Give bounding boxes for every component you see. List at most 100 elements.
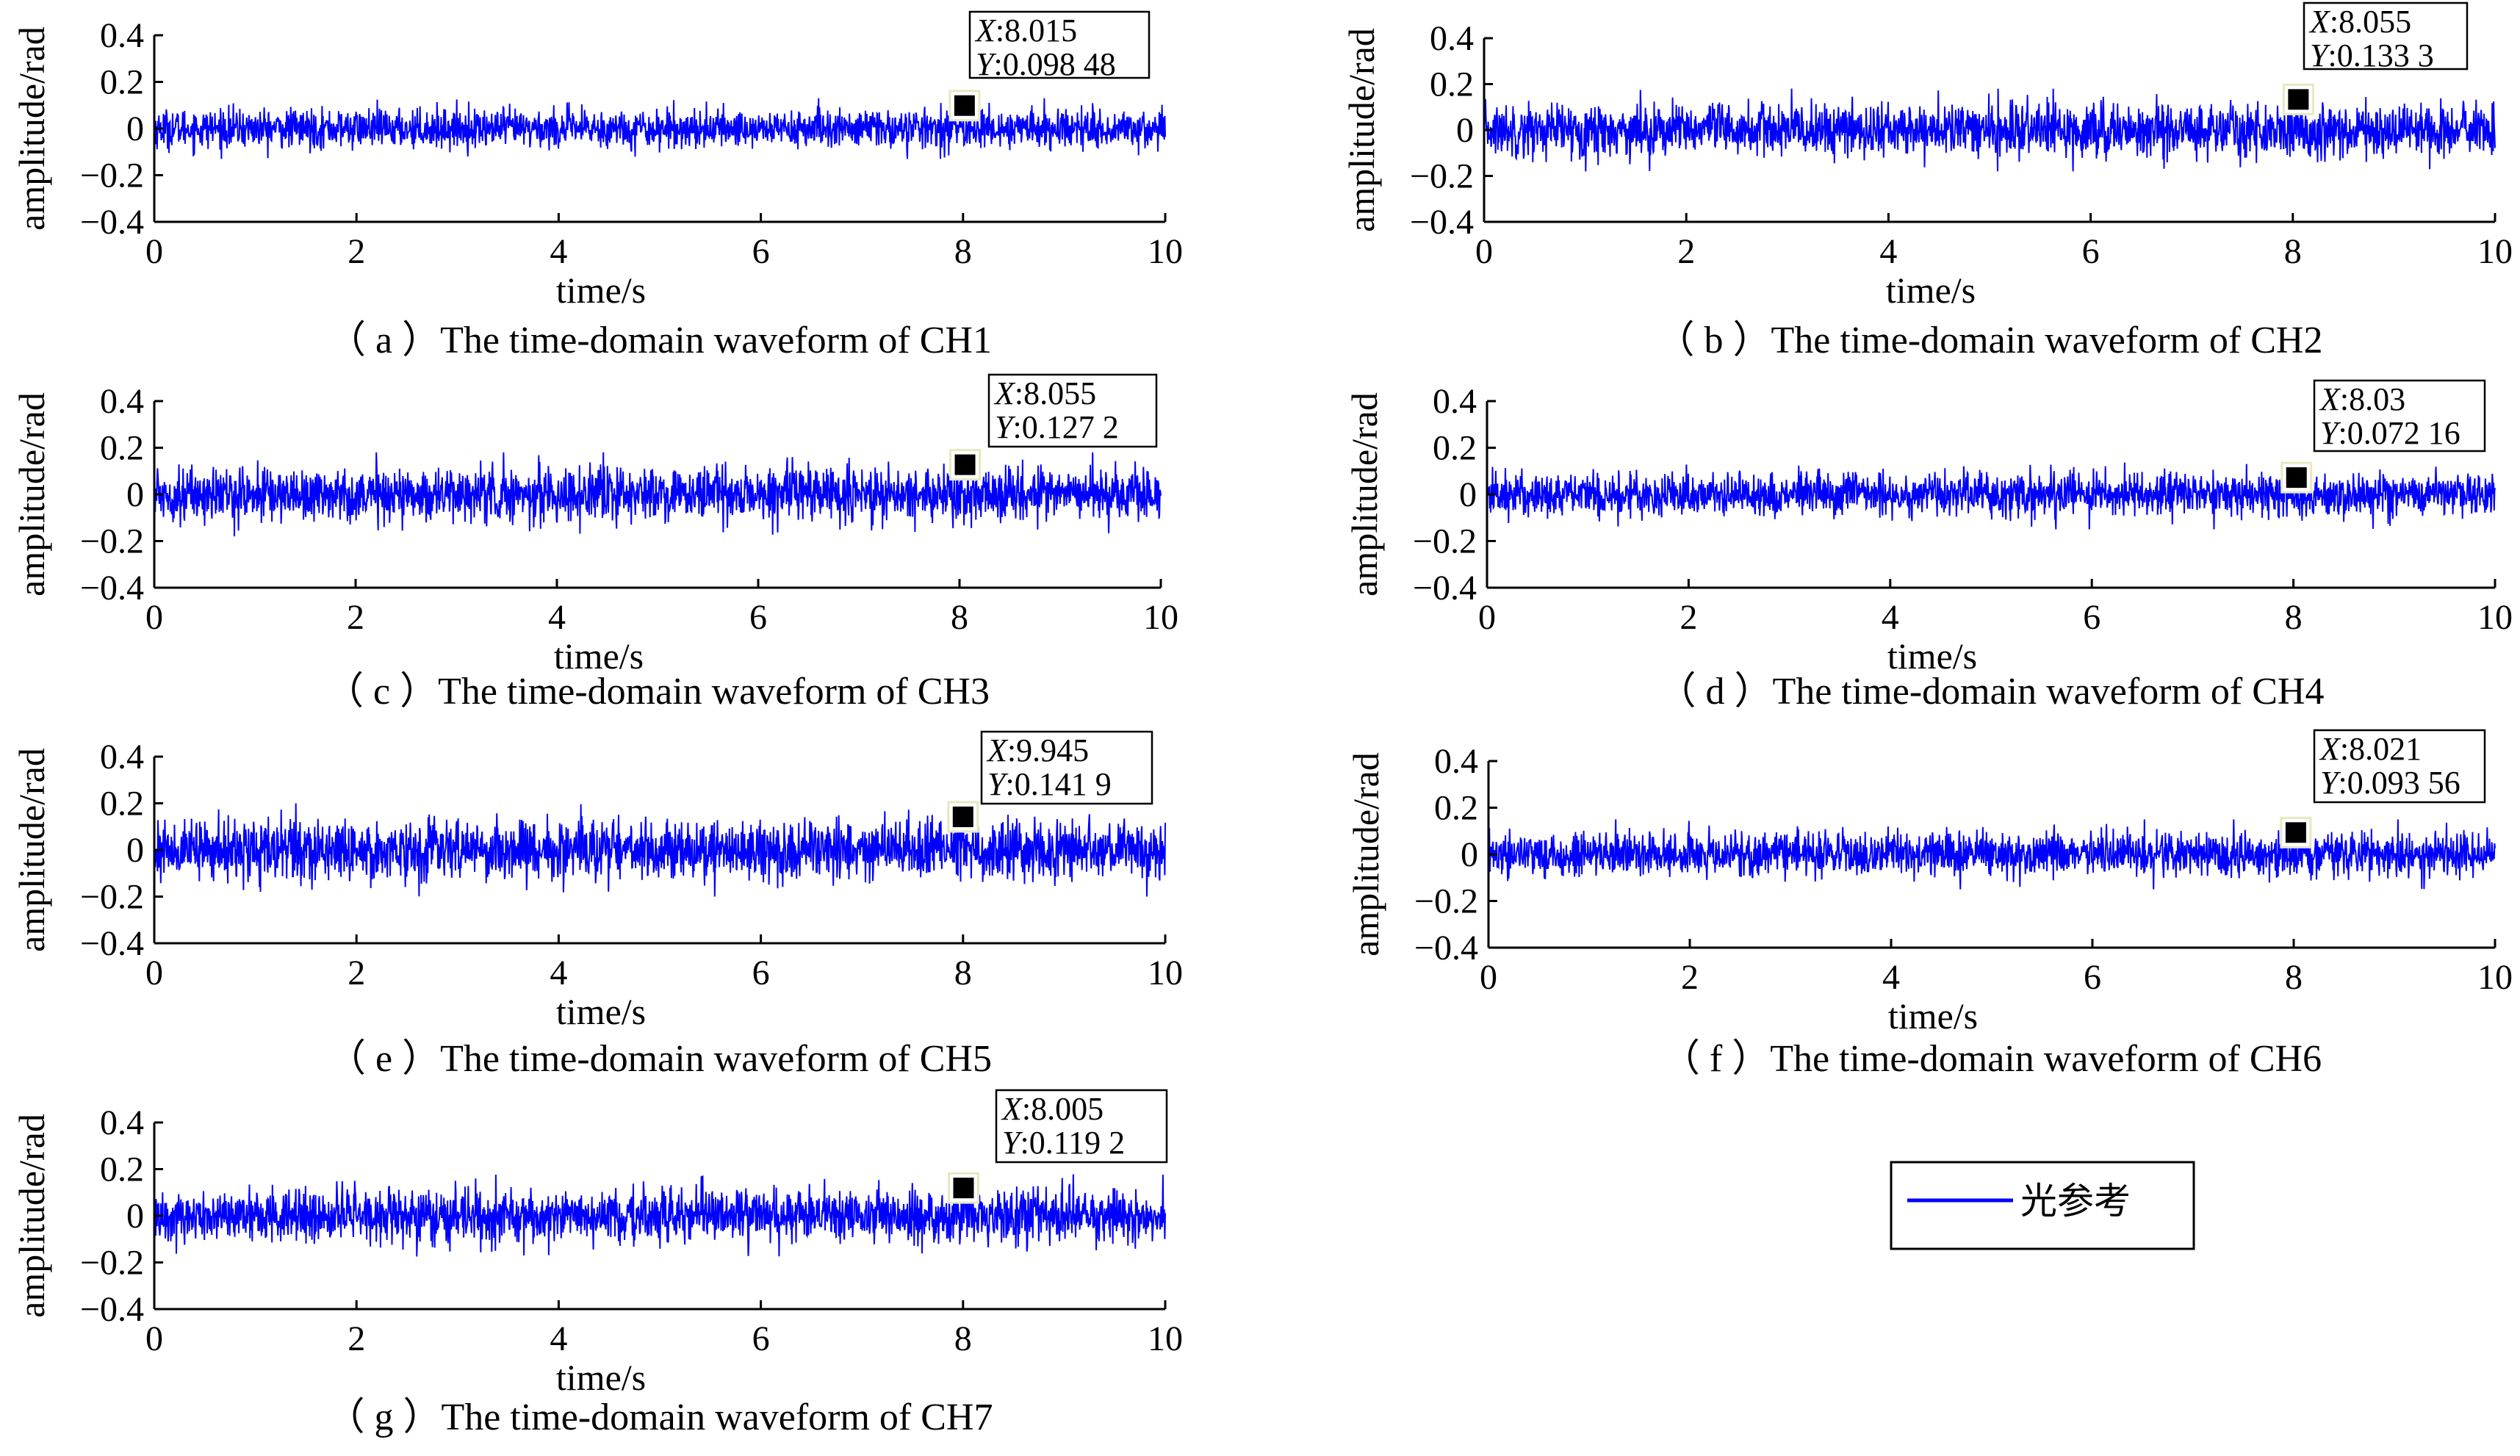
- y-axis-label-c: amplitude/rad: [11, 392, 52, 597]
- chart-panel-c: 0.40.20−0.2−0.40 2 4 6 8 10time/samplitude/ra…: [11, 373, 1178, 713]
- panel-caption-b: （ b ）The time-domain waveform of CH2: [1657, 320, 2323, 361]
- datatip-marker-b: [2288, 89, 2309, 110]
- x-axis-label-b: time/s: [1886, 270, 1976, 311]
- datatip-marker-f: [2285, 822, 2306, 843]
- datatip-marker-c: [954, 454, 976, 475]
- datatip-y-b: Y:0.133 3: [2310, 37, 2434, 73]
- x-tick-label-d: 8: [2285, 598, 2303, 637]
- y-tick-label-e: −0.2: [80, 878, 144, 917]
- x-tick-label-g: 4: [550, 1319, 567, 1358]
- y-tick-label-e: 0.4: [100, 738, 144, 776]
- y-tick-label-e: −0.4: [80, 924, 144, 963]
- x-tick-label-c: 6: [749, 598, 767, 637]
- x-tick-label-a: 8: [954, 232, 972, 271]
- x-tick-label-b: 8: [2284, 232, 2302, 271]
- datatip-y-c: Y:0.127 2: [995, 409, 1119, 445]
- waveform-series-e: [154, 803, 1166, 897]
- datatip-marker-e: [952, 806, 973, 827]
- waveform-series-c: [154, 452, 1162, 537]
- x-tick-label-b: 0: [1475, 232, 1493, 271]
- y-axis-label-b: amplitude/rad: [1341, 28, 1382, 232]
- x-tick-label-g: 6: [752, 1319, 770, 1358]
- y-tick-label-f: 0: [1461, 835, 1478, 874]
- x-tick-label-e: 4: [550, 954, 567, 992]
- panel-caption-f: （ f ）The time-domain waveform of CH6: [1662, 1038, 2322, 1080]
- x-tick-label-e: 2: [348, 954, 365, 992]
- y-tick-label-b: −0.2: [1410, 157, 1474, 196]
- x-tick-label-g: 10: [1148, 1319, 1183, 1358]
- y-tick-label-g: −0.2: [80, 1244, 144, 1283]
- waveform-series-b: [1483, 88, 2496, 172]
- x-tick-label-e: 0: [145, 954, 163, 992]
- x-axis-label-g: time/s: [556, 1357, 646, 1398]
- legend-box: [1890, 1161, 2195, 1250]
- datatip-x-g: X:8.005: [1001, 1091, 1104, 1127]
- y-tick-label-f: −0.4: [1414, 929, 1478, 967]
- datatip-y-d: Y:0.072 16: [2320, 415, 2460, 451]
- datatip-y-e: Y:0.141 9: [987, 766, 1112, 802]
- x-tick-label-c: 0: [145, 598, 163, 637]
- y-axis-label-e: amplitude/rad: [11, 748, 52, 952]
- y-tick-label-c: −0.2: [80, 522, 144, 561]
- y-tick-label-b: 0.4: [1430, 19, 1474, 58]
- y-axis-label-a: amplitude/rad: [11, 26, 52, 231]
- x-tick-label-f: 8: [2285, 958, 2303, 997]
- datatip-y-a: Y:0.098 48: [976, 46, 1116, 82]
- x-axis-label-d: time/s: [1887, 635, 1977, 677]
- waveform-series-d: [1486, 462, 2496, 530]
- y-tick-label-b: −0.4: [1410, 203, 1474, 242]
- datatip-marker-a: [954, 95, 975, 116]
- y-tick-label-f: 0.2: [1434, 789, 1478, 828]
- waveform-series-f: [1488, 819, 2496, 890]
- x-tick-label-g: 2: [348, 1319, 365, 1358]
- y-axis-label-g: amplitude/rad: [11, 1114, 52, 1318]
- datatip-x-e: X:9.945: [986, 732, 1089, 768]
- datatip-x-b: X:8.055: [2308, 4, 2411, 40]
- x-tick-label-c: 2: [347, 598, 364, 637]
- x-tick-label-b: 4: [1879, 232, 1897, 271]
- x-tick-label-a: 0: [145, 232, 163, 271]
- datatip-x-a: X:8.015: [974, 12, 1077, 48]
- x-tick-label-f: 4: [1882, 958, 1900, 997]
- chart-panel-g: 0.40.20−0.2−0.40 2 4 6 8 10time/samplitude/ra…: [11, 1089, 1183, 1438]
- datatip-box-c: [987, 373, 1158, 448]
- y-tick-label-c: 0: [126, 475, 144, 514]
- y-tick-label-d: 0.2: [1433, 429, 1477, 468]
- x-tick-label-e: 8: [954, 954, 972, 992]
- x-tick-label-a: 4: [550, 232, 567, 271]
- chart-panel-f: 0.40.20−0.2−0.40 2 4 6 8 10time/samplitude/ra…: [1345, 729, 2513, 1080]
- x-tick-label-b: 2: [1677, 232, 1695, 271]
- x-tick-label-d: 10: [2477, 598, 2513, 637]
- x-tick-label-a: 10: [1148, 232, 1183, 271]
- legend-label: 光参考: [2020, 1180, 2131, 1222]
- x-tick-label-c: 4: [548, 598, 566, 637]
- y-tick-label-d: 0.4: [1433, 382, 1477, 421]
- datatip-x-f: X:8.021: [2319, 731, 2422, 767]
- datatip-box-f: [2313, 729, 2486, 804]
- datatip-box-d: [2313, 379, 2486, 453]
- chart-panel-e: 0.40.20−0.2−0.40 2 4 6 8 10time/samplitude/ra…: [11, 730, 1183, 1080]
- y-axis-label-f: amplitude/rad: [1345, 752, 1386, 956]
- waveform-series-a: [154, 98, 1166, 159]
- x-tick-label-a: 2: [348, 232, 365, 271]
- y-tick-label-f: 0.4: [1434, 742, 1478, 781]
- x-axis-label-e: time/s: [556, 991, 646, 1032]
- y-tick-label-f: −0.2: [1414, 882, 1478, 921]
- panel-caption-a: （ a ）The time-domain waveform of CH1: [328, 320, 992, 361]
- x-tick-label-e: 10: [1148, 954, 1183, 992]
- y-tick-label-b: 0.2: [1430, 65, 1474, 104]
- datatip-marker-g: [953, 1178, 974, 1199]
- panel-caption-g: （ g ）The time-domain waveform of CH7: [327, 1396, 993, 1438]
- x-tick-label-d: 2: [1680, 598, 1697, 637]
- x-tick-label-f: 10: [2477, 958, 2513, 997]
- y-tick-label-b: 0: [1456, 111, 1474, 150]
- y-tick-label-d: −0.4: [1413, 569, 1477, 608]
- y-axis-label-d: amplitude/rad: [1344, 392, 1385, 597]
- datatip-box-g: [995, 1089, 1168, 1164]
- panel-caption-e: （ e ）The time-domain waveform of CH5: [328, 1038, 992, 1080]
- x-axis-label-c: time/s: [554, 635, 644, 677]
- x-tick-label-c: 10: [1143, 598, 1178, 637]
- x-axis-label-a: time/s: [556, 270, 646, 311]
- datatip-box-b: [2303, 1, 2469, 71]
- y-tick-label-a: 0.2: [100, 63, 144, 102]
